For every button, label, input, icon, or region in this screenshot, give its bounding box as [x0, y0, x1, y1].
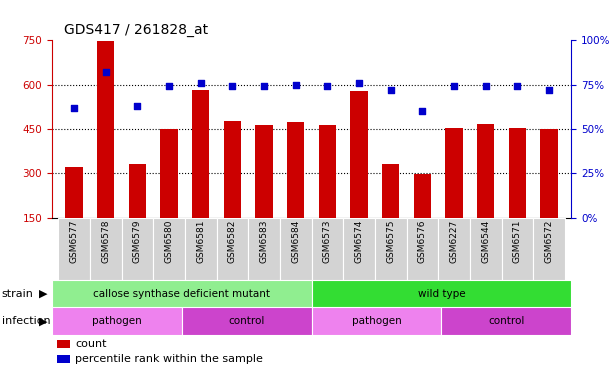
Point: [227, 83, 237, 89]
Text: GSM6573: GSM6573: [323, 220, 332, 263]
Point: [259, 83, 269, 89]
Point: [513, 83, 522, 89]
Text: ▶: ▶: [38, 316, 47, 326]
Text: GSM6583: GSM6583: [260, 220, 269, 263]
Bar: [182, 307, 312, 335]
Bar: [185, 218, 217, 280]
Text: wild type: wild type: [418, 289, 465, 299]
Text: percentile rank within the sample: percentile rank within the sample: [75, 354, 263, 364]
Text: count: count: [75, 339, 107, 349]
Text: strain: strain: [2, 289, 34, 299]
Point: [133, 103, 142, 109]
Text: GSM6578: GSM6578: [101, 220, 110, 263]
Bar: [58, 218, 90, 280]
Text: GSM6584: GSM6584: [291, 220, 300, 263]
Bar: [406, 218, 438, 280]
Bar: [502, 218, 533, 280]
Point: [323, 83, 332, 89]
Point: [196, 80, 206, 86]
Bar: [312, 218, 343, 280]
Bar: [319, 126, 336, 218]
Bar: [52, 307, 182, 335]
Bar: [65, 168, 83, 218]
Bar: [287, 122, 304, 218]
Point: [417, 108, 427, 114]
Text: GSM6576: GSM6576: [418, 220, 427, 263]
Bar: [343, 218, 375, 280]
Bar: [509, 127, 526, 218]
Point: [354, 80, 364, 86]
Text: GSM6571: GSM6571: [513, 220, 522, 263]
Bar: [280, 218, 312, 280]
Text: GSM6544: GSM6544: [481, 220, 490, 263]
Text: pathogen: pathogen: [352, 316, 401, 326]
Bar: [52, 280, 312, 307]
Bar: [382, 164, 400, 218]
Text: GSM6579: GSM6579: [133, 220, 142, 263]
Point: [69, 105, 79, 111]
Bar: [153, 218, 185, 280]
Text: GSM6572: GSM6572: [544, 220, 554, 263]
Point: [449, 83, 459, 89]
Text: control: control: [229, 316, 265, 326]
Bar: [477, 124, 494, 218]
Point: [101, 69, 111, 75]
Bar: [540, 129, 558, 218]
Text: ▶: ▶: [38, 289, 47, 299]
Point: [164, 83, 174, 89]
Bar: [350, 90, 368, 218]
Bar: [470, 218, 502, 280]
Text: GSM6581: GSM6581: [196, 220, 205, 263]
Bar: [255, 124, 273, 218]
Text: pathogen: pathogen: [92, 316, 142, 326]
Bar: [129, 164, 146, 218]
Bar: [312, 280, 571, 307]
Bar: [161, 129, 178, 218]
Text: control: control: [488, 316, 525, 326]
Bar: [445, 128, 463, 218]
Point: [544, 87, 554, 93]
Bar: [224, 121, 241, 218]
Bar: [57, 355, 70, 363]
Bar: [97, 41, 114, 218]
Text: GSM6574: GSM6574: [354, 220, 364, 263]
Bar: [90, 218, 122, 280]
Text: infection: infection: [2, 316, 51, 326]
Bar: [192, 90, 210, 218]
Text: callose synthase deficient mutant: callose synthase deficient mutant: [93, 289, 270, 299]
Bar: [375, 218, 406, 280]
Bar: [312, 307, 442, 335]
Bar: [57, 340, 70, 348]
Bar: [248, 218, 280, 280]
Bar: [438, 218, 470, 280]
Text: GSM6577: GSM6577: [70, 220, 79, 263]
Bar: [122, 218, 153, 280]
Point: [291, 82, 301, 87]
Bar: [533, 218, 565, 280]
Text: GSM6575: GSM6575: [386, 220, 395, 263]
Bar: [217, 218, 248, 280]
Text: GDS417 / 261828_at: GDS417 / 261828_at: [64, 23, 208, 37]
Bar: [414, 174, 431, 218]
Bar: [442, 307, 571, 335]
Text: GSM6227: GSM6227: [450, 220, 459, 263]
Text: GSM6580: GSM6580: [164, 220, 174, 263]
Point: [386, 87, 396, 93]
Text: GSM6582: GSM6582: [228, 220, 237, 263]
Point: [481, 83, 491, 89]
